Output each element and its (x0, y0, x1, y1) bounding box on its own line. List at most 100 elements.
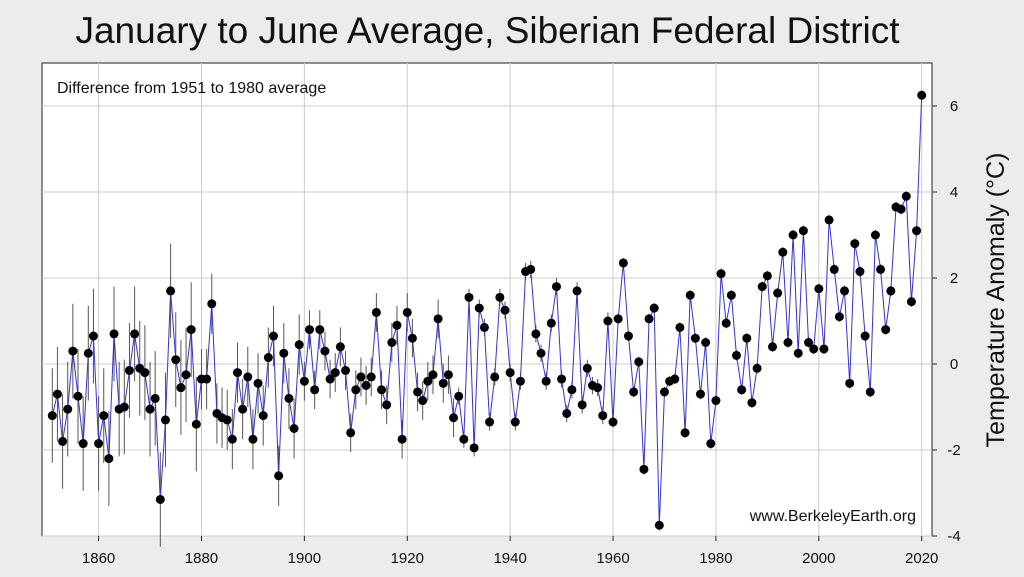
data-point (593, 383, 603, 393)
data-point (145, 404, 155, 414)
data-point (325, 374, 335, 384)
chart-title: January to June Average, Siberian Federa… (75, 10, 900, 51)
data-point (78, 439, 88, 449)
data-point (73, 391, 83, 401)
data-point (608, 417, 618, 427)
data-point (438, 378, 448, 388)
data-point (423, 376, 433, 386)
data-point (371, 307, 381, 317)
data-point (526, 264, 536, 274)
data-point (680, 428, 690, 438)
data-point (737, 385, 747, 395)
data-point (906, 297, 916, 307)
data-point (124, 365, 134, 375)
data-point (155, 494, 165, 504)
data-point (94, 439, 104, 449)
data-point (176, 383, 186, 393)
data-point (598, 411, 608, 421)
data-point (629, 387, 639, 397)
watermark: www.BerkeleyEarth.org (749, 508, 916, 525)
data-point (531, 329, 541, 339)
y-tick-label: 4 (950, 184, 958, 201)
data-point (119, 402, 129, 412)
data-point (469, 443, 479, 453)
data-point (238, 404, 248, 414)
data-point (757, 282, 767, 292)
data-point (294, 340, 304, 350)
data-point (186, 325, 196, 335)
data-point (449, 413, 459, 423)
data-point (752, 363, 762, 373)
data-point (541, 376, 551, 386)
data-point (639, 464, 649, 474)
data-point (299, 376, 309, 386)
data-point (567, 385, 577, 395)
data-point (778, 247, 788, 257)
data-point (248, 434, 258, 444)
data-point (191, 419, 201, 429)
data-point (747, 398, 757, 408)
data-point (356, 372, 366, 382)
data-point (243, 372, 253, 382)
y-tick-label: -4 (947, 528, 960, 545)
x-tick-label: 1920 (391, 550, 424, 567)
data-point (876, 264, 886, 274)
data-point (413, 387, 423, 397)
data-point (433, 314, 443, 324)
data-point (577, 400, 587, 410)
data-point (222, 415, 232, 425)
data-point (840, 286, 850, 296)
data-point (428, 370, 438, 380)
data-point (562, 408, 572, 418)
data-point (721, 318, 731, 328)
data-point (850, 239, 860, 249)
data-point (109, 329, 119, 339)
x-tick-label: 1860 (82, 550, 115, 567)
data-point (798, 226, 808, 236)
data-point (83, 348, 93, 358)
data-point (279, 348, 289, 358)
data-point (58, 436, 68, 446)
data-point (824, 215, 834, 225)
data-point (289, 424, 299, 433)
data-point (649, 303, 659, 313)
grid-lines (42, 63, 932, 537)
y-tick-label: 2 (950, 270, 958, 287)
data-point (181, 370, 191, 380)
data-point (557, 374, 567, 384)
data-point (510, 417, 520, 427)
data-point (418, 396, 428, 406)
y-axis-label: Temperature Anomaly (°C) (982, 153, 1010, 448)
data-point (351, 385, 361, 395)
data-point (793, 348, 803, 358)
data-point (845, 378, 855, 388)
data-point (377, 385, 387, 395)
data-point (690, 333, 700, 343)
data-point (274, 471, 284, 481)
data-point (315, 325, 325, 335)
data-point (459, 434, 469, 444)
data-point (47, 411, 57, 421)
data-point (515, 376, 525, 386)
data-point (500, 305, 510, 315)
data-point (263, 353, 273, 363)
data-point (814, 284, 824, 294)
data-point (269, 331, 279, 341)
y-tick-label: 6 (950, 98, 958, 115)
data-point (130, 329, 140, 339)
data-point (166, 286, 176, 296)
data-point (701, 338, 711, 347)
data-point (582, 363, 592, 373)
data-point (382, 400, 392, 410)
data-point (207, 299, 217, 309)
chart-subtitle: Difference from 1951 to 1980 average (57, 80, 326, 97)
data-point (886, 286, 896, 296)
data-point (485, 417, 495, 427)
data-point (160, 415, 170, 425)
data-point (551, 282, 561, 292)
data-point (572, 286, 582, 296)
data-point (341, 365, 351, 375)
data-point (361, 381, 371, 390)
data-point (901, 191, 911, 201)
